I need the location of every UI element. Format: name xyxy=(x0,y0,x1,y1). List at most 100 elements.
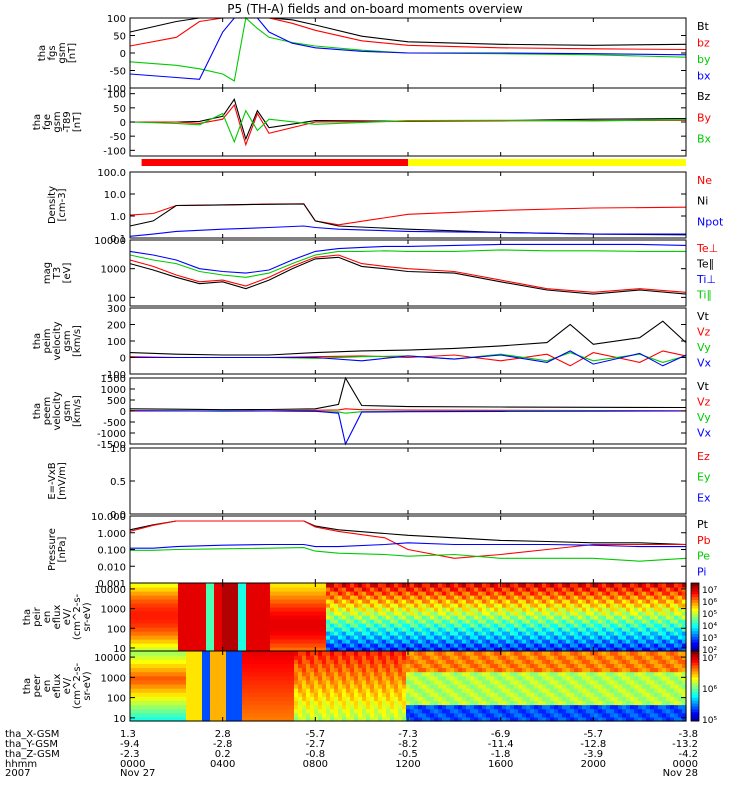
spectrogram-cell xyxy=(518,663,523,669)
spectrogram-cell xyxy=(178,683,183,689)
spectrogram-cell xyxy=(374,675,379,681)
spectrogram-cell xyxy=(414,675,419,681)
spectrogram-cell xyxy=(366,659,371,664)
spectrogram-cell xyxy=(414,700,419,706)
spectrogram-cell xyxy=(406,607,411,612)
spectrogram-cell xyxy=(246,587,251,592)
spectrogram-cell xyxy=(198,607,203,612)
spectrogram-cell xyxy=(494,647,499,652)
spectrogram-cell xyxy=(522,671,527,677)
spectrogram-cell xyxy=(262,671,267,677)
spectrogram-cell xyxy=(510,607,515,612)
spectrogram-cell xyxy=(234,631,239,636)
spectrogram-cell xyxy=(554,615,559,620)
spectrogram-cell xyxy=(390,704,395,710)
spectrogram-cell xyxy=(334,651,339,656)
spectrogram-cell xyxy=(330,627,335,632)
spectrogram-cell xyxy=(270,667,275,673)
spectrogram-cell xyxy=(442,683,447,689)
spectrogram-cell xyxy=(566,643,571,648)
spectrogram-cell xyxy=(142,659,147,664)
spectrogram-cell xyxy=(310,607,315,612)
spectrogram-cell xyxy=(494,700,499,706)
spectrogram-cell xyxy=(658,583,663,588)
spectrogram-cell xyxy=(618,651,623,656)
spectrogram-cell xyxy=(386,655,391,660)
spectrogram-cell xyxy=(210,587,215,592)
spectrogram-cell xyxy=(606,696,611,702)
spectrogram-cell xyxy=(646,591,651,596)
spectrogram-cell xyxy=(598,663,603,669)
spectrogram-cell xyxy=(634,692,639,697)
spectrogram-cell xyxy=(434,655,439,660)
spectrogram-cell xyxy=(502,671,507,677)
spectrogram-cell xyxy=(322,595,327,600)
spectrogram-cell xyxy=(398,619,403,624)
spectrogram-cell xyxy=(658,587,663,592)
spectrogram-cell xyxy=(530,583,535,588)
spectrogram-cell xyxy=(430,595,435,600)
spectrogram-cell xyxy=(218,631,223,636)
spectrogram-cell xyxy=(138,671,143,677)
spectrogram-cell xyxy=(218,675,223,681)
spectrogram-cell xyxy=(430,635,435,640)
spectrogram-cell xyxy=(434,675,439,681)
spectrogram-cell xyxy=(614,659,619,664)
ylabel-line: gsm xyxy=(57,42,68,63)
spectrogram-cell xyxy=(410,671,415,677)
spectrogram-cell xyxy=(166,696,171,702)
spectrogram-cell xyxy=(218,583,223,588)
spectrogram-cell xyxy=(334,619,339,624)
spectrogram-cell xyxy=(454,583,459,588)
spectrogram-cell xyxy=(234,692,239,697)
spectrogram-cell xyxy=(510,683,515,689)
spectrogram-cell xyxy=(214,635,219,640)
spectrogram-cell xyxy=(630,671,635,677)
spectrogram-cell xyxy=(174,647,179,652)
spectrogram-cell xyxy=(682,611,687,616)
spectrogram-cell xyxy=(298,688,303,693)
spectrogram-cell xyxy=(438,599,443,604)
spectrogram-cell xyxy=(566,712,571,718)
spectrogram-cell xyxy=(190,663,195,669)
spectrogram-cell xyxy=(214,712,219,718)
spectrogram-cell xyxy=(502,700,507,706)
spectrogram-cell xyxy=(450,607,455,612)
spectrogram-cell xyxy=(658,615,663,620)
spectrogram-cell xyxy=(322,692,327,697)
spectrogram-cell xyxy=(206,623,211,628)
spectrogram-cell xyxy=(546,655,551,660)
spectrogram-cell xyxy=(174,635,179,640)
spectrogram-cell xyxy=(182,607,187,612)
spectrogram-cell xyxy=(506,647,511,652)
spectrogram-cell xyxy=(630,692,635,697)
spectrogram-cell xyxy=(346,619,351,624)
spectrogram-cell xyxy=(198,700,203,706)
spectrogram-cell xyxy=(250,671,255,677)
spectrogram-cell xyxy=(306,671,311,677)
spectrogram-cell xyxy=(154,639,159,644)
spectrogram-cell xyxy=(486,663,491,669)
spectrogram-cell xyxy=(486,611,491,616)
spectrogram-cell xyxy=(282,635,287,640)
spectrogram-cell xyxy=(258,667,263,673)
spectrogram-cell xyxy=(362,599,367,604)
spectrogram-cell xyxy=(202,619,207,624)
spectrogram-cell xyxy=(274,688,279,693)
series-line-Pt xyxy=(129,520,687,546)
spectrogram-cell xyxy=(662,591,667,596)
spectrogram-cell xyxy=(250,611,255,616)
spectrogram-cell xyxy=(494,631,499,636)
spectrogram-cell xyxy=(426,619,431,624)
legend-entry: by xyxy=(697,53,711,66)
colorbar-segment xyxy=(691,645,699,649)
spectrogram-cell xyxy=(378,591,383,596)
spectrogram-cell xyxy=(318,700,323,706)
spectrogram-cell xyxy=(626,651,631,656)
spectrogram-cell xyxy=(382,615,387,620)
spectrogram-cell xyxy=(342,679,347,685)
spectrogram-cell xyxy=(338,716,343,722)
spectrogram-cell xyxy=(470,607,475,612)
spectrogram-cell xyxy=(214,627,219,632)
legend-entry: Pb xyxy=(697,534,711,547)
